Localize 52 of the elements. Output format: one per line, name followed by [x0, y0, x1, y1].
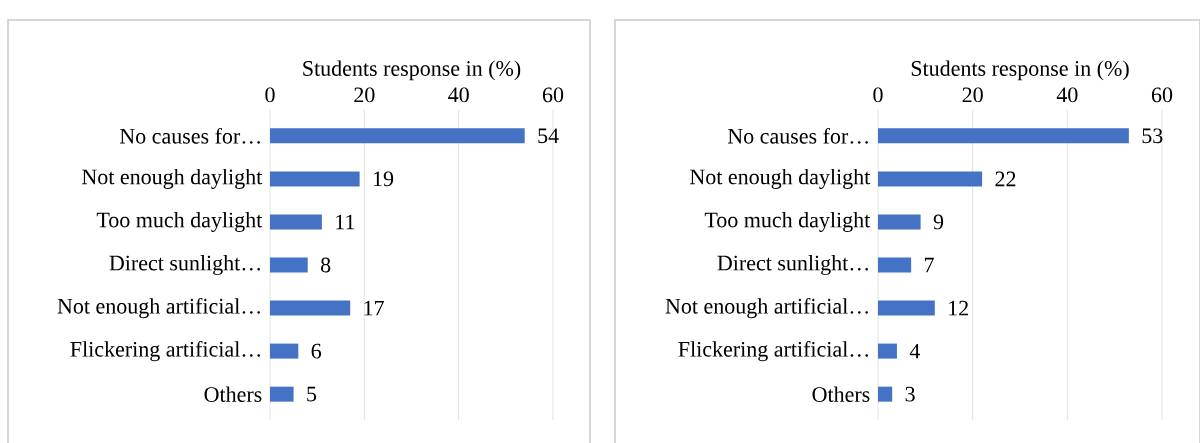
data-label: 12: [949, 300, 968, 316]
x-tick-label: 20: [354, 87, 375, 103]
y-tick-label: Not enough daylight: [690, 168, 871, 189]
bar: [270, 300, 351, 316]
bar: [878, 386, 893, 402]
x-axis-title: Students response in (%): [303, 60, 521, 81]
bar: [270, 214, 322, 230]
data-label: 11: [336, 214, 355, 230]
data-label: 22: [995, 171, 1016, 187]
x-tick-label: 60: [542, 87, 564, 103]
data-label: 6: [311, 343, 322, 359]
bar: [270, 386, 294, 402]
data-label: 53: [1142, 128, 1163, 144]
x-tick-label: 20: [962, 87, 983, 103]
x-tick-label: 60: [1151, 87, 1173, 103]
x-tick-label: 40: [448, 87, 469, 103]
data-label: 8: [320, 257, 331, 273]
data-label: 9: [933, 214, 944, 230]
y-tick-label: Too much daylight: [96, 211, 263, 232]
data-label: 7: [924, 257, 934, 273]
bar: [270, 257, 308, 273]
data-label: 19: [373, 171, 394, 187]
x-tick-label: 0: [265, 87, 275, 103]
bar: [878, 300, 935, 316]
bar: [878, 128, 1129, 144]
bar: [270, 128, 525, 144]
y-tick-label: Not enough artificial…: [665, 297, 868, 319]
data-label: 4: [909, 343, 920, 359]
y-tick-label: Direct sunlight…: [717, 255, 868, 275]
x-tick-label: 40: [1056, 87, 1078, 103]
y-tick-label: Not enough artificial…: [57, 297, 260, 319]
y-tick-label: Not enough daylight: [82, 168, 263, 189]
bar: [270, 343, 299, 359]
y-tick-label: Direct sunlight…: [109, 255, 260, 275]
x-axis-title: Students response in (%): [911, 60, 1129, 81]
data-label: 3: [905, 386, 915, 402]
y-tick-label: Flickering artificial…: [70, 340, 260, 362]
data-label: 54: [538, 128, 559, 144]
bar: [270, 171, 360, 187]
y-tick-label: Others: [812, 386, 870, 402]
y-tick-label: No causes for…: [727, 127, 868, 144]
data-label: 5: [307, 386, 317, 402]
x-tick-label: 0: [873, 87, 883, 103]
bar: [878, 257, 912, 273]
y-tick-label: Flickering artificial…: [678, 340, 868, 362]
y-tick-label: Too much daylight: [704, 211, 871, 232]
bar: [878, 343, 897, 359]
data-label: 17: [364, 300, 384, 316]
bar: [878, 214, 921, 230]
bar: [878, 171, 983, 187]
y-tick-label: Others: [204, 386, 262, 402]
y-tick-label: No causes for…: [119, 127, 260, 144]
